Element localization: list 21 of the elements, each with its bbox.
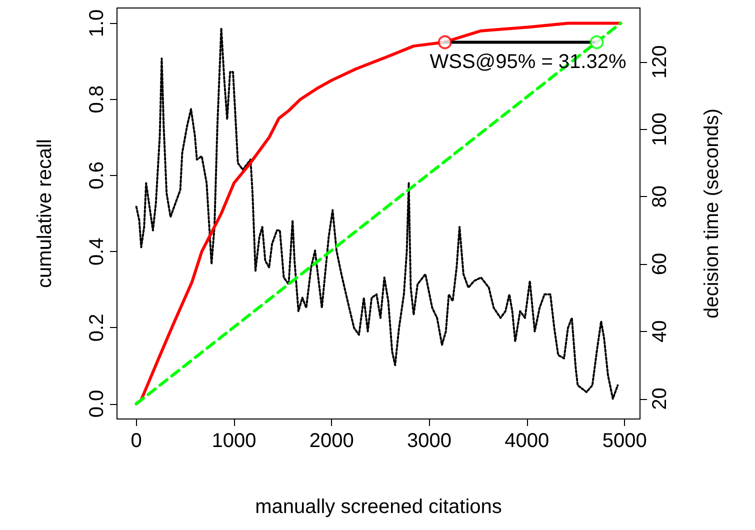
x-axis-title: manually screened citations: [255, 496, 502, 518]
y-tick-label: 1.0: [86, 9, 108, 38]
y2-tick-label: 80: [649, 186, 671, 208]
y2-tick-label: 120: [649, 45, 671, 79]
y-axis-title: cumulative recall: [34, 139, 56, 288]
y-tick-label: 0.0: [86, 390, 108, 418]
x-tick-label: 5000: [602, 430, 647, 452]
y2-tick-label: 40: [649, 320, 671, 343]
y2-tick-label: 20: [649, 388, 671, 410]
x-tick-label: 3000: [407, 430, 452, 452]
x-tick-label: 1000: [212, 430, 256, 452]
y2-axis-title: decision time (seconds): [701, 108, 723, 319]
y-tick-label: 0.4: [86, 238, 108, 266]
x-tick-label: 2000: [309, 430, 354, 452]
y-tick-label: 0.2: [86, 314, 108, 342]
y-tick-label: 0.6: [86, 162, 108, 190]
x-tick-label: 4000: [504, 430, 550, 452]
y-tick-label: 0.8: [86, 85, 108, 114]
y2-tick-label: 100: [649, 112, 671, 146]
x-tick-label: 0: [130, 430, 142, 452]
y2-tick-label: 60: [649, 252, 671, 276]
